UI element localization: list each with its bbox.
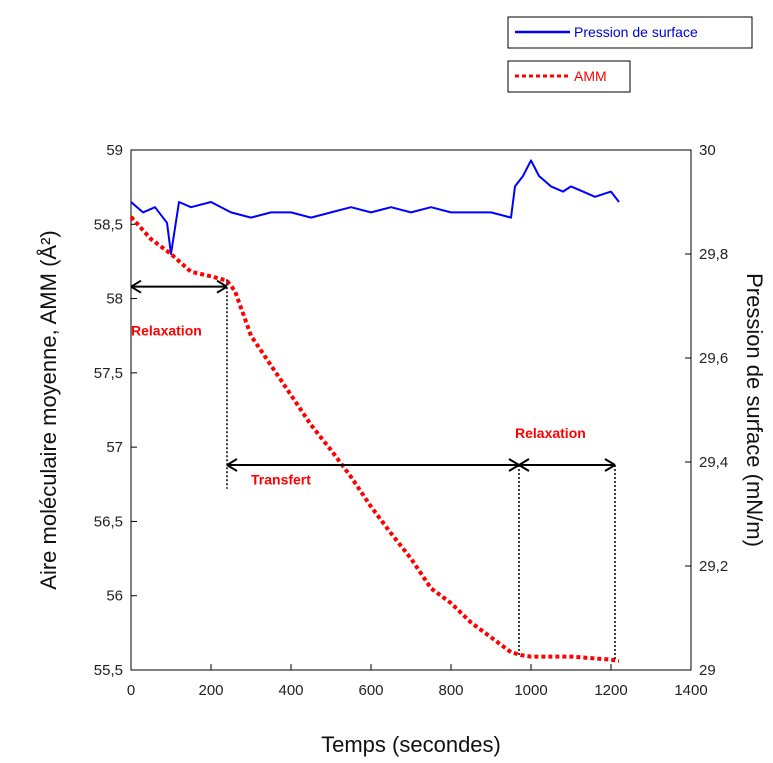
- y-left-axis-ticks: 55,5 56 56,5 57 57,5 58 58,5 59: [94, 142, 137, 679]
- y-left-axis-title: Aire moléculaire moyenne, AMM (Å²): [36, 230, 61, 589]
- x-tick-label: 1200: [594, 682, 627, 699]
- y-right-axis-ticks: 29 29,2 29,4 29,6 29,8 30: [685, 142, 728, 679]
- x-tick-label: 800: [438, 682, 463, 699]
- y-left-tick-label: 58: [106, 291, 123, 308]
- y-left-tick-label: 56: [106, 588, 123, 605]
- x-tick-label: 200: [198, 682, 223, 699]
- y-right-tick-label: 29,8: [699, 246, 728, 263]
- x-tick-label: 1400: [674, 682, 707, 699]
- y-left-tick-label: 58,5: [94, 216, 123, 233]
- y-right-tick-label: 29,4: [699, 454, 728, 471]
- annotation-layer: Relaxation Transfert Relaxation: [130, 279, 616, 662]
- plot-area: [130, 149, 692, 671]
- x-tick-label: 600: [358, 682, 383, 699]
- arrow-head: [216, 279, 228, 294]
- y-left-tick-label: 56,5: [94, 513, 123, 530]
- y-right-axis-title: Pression de surface (mN/m): [742, 273, 767, 547]
- y-left-tick-label: 59: [106, 142, 123, 159]
- y-left-tick-label: 55,5: [94, 662, 123, 679]
- annotation-label: Transfert: [251, 471, 311, 487]
- arrow-head: [508, 458, 520, 472]
- arrow-head: [226, 458, 238, 472]
- y-left-tick-label: 57,5: [94, 365, 123, 382]
- annotation-label: Relaxation: [131, 323, 202, 339]
- x-axis-title: Temps (secondes): [321, 732, 501, 757]
- arrow-head: [518, 458, 530, 472]
- y-right-tick-label: 29: [699, 662, 716, 679]
- annotation-label: Relaxation: [515, 425, 586, 441]
- y-right-tick-label: 30: [699, 142, 716, 159]
- series-line-pression: [130, 159, 620, 255]
- y-right-tick-label: 29,6: [699, 350, 728, 367]
- series-layer: [129, 159, 620, 664]
- arrow-head: [604, 458, 616, 472]
- x-axis-ticks: 0 200 400 600 800 1000 1200 1400: [127, 664, 708, 699]
- legend-label-pression: Pression de surface: [574, 24, 698, 40]
- legend-label-amm: AMM: [574, 68, 607, 84]
- x-tick-label: 400: [278, 682, 303, 699]
- y-left-tick-label: 57: [106, 439, 123, 456]
- legend: Pression de surface AMM: [507, 16, 753, 93]
- x-tick-label: 1000: [514, 682, 547, 699]
- x-tick-label: 0: [127, 682, 135, 699]
- arrow-head: [130, 279, 142, 294]
- legend-box-amm: [507, 60, 631, 93]
- y-right-tick-label: 29,2: [699, 558, 728, 575]
